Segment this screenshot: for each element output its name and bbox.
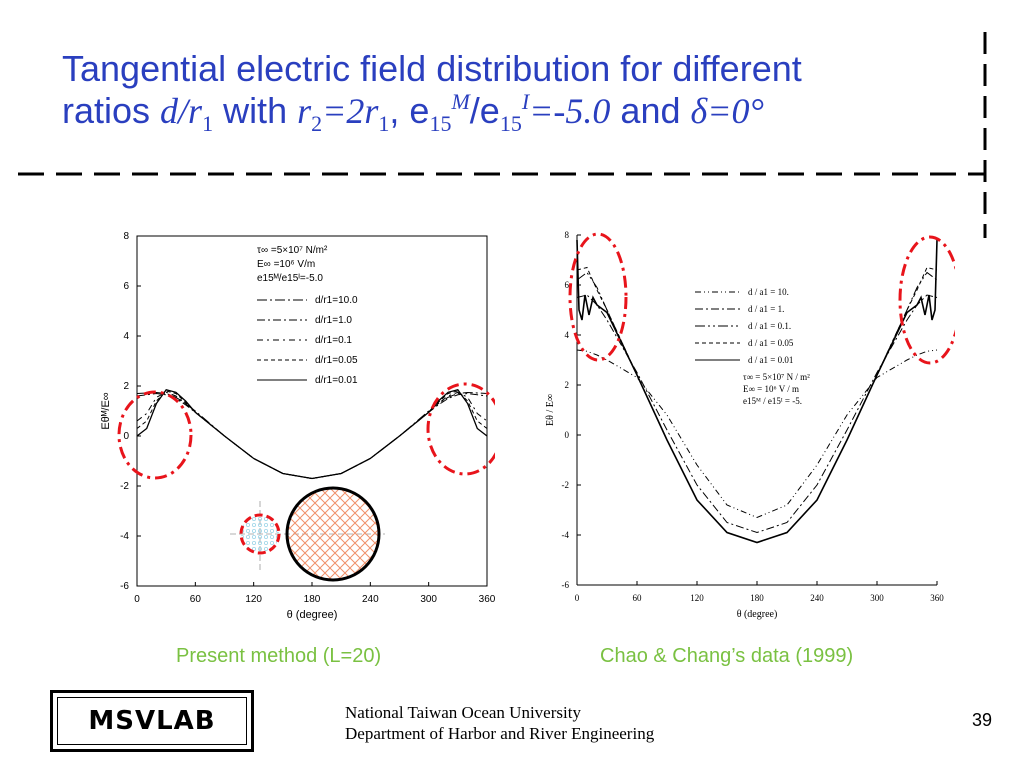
title-sub1: 1: [202, 111, 214, 136]
inclusion-large-circle: [285, 486, 381, 582]
x-tick-label: 240: [362, 594, 379, 605]
msvlab-logo: MSVLAB: [50, 690, 254, 752]
annotation: e15ᴹ/e15ᴵ=-5.0: [257, 273, 323, 284]
slide-title: Tangential electric field distribution f…: [62, 48, 962, 135]
title-r: /r: [178, 91, 203, 131]
y-tick-label: 6: [565, 280, 570, 290]
caption-right: Chao & Chang’s data (1999): [600, 645, 854, 667]
y-tick-label: 2: [565, 380, 570, 390]
title-ratios: ratios: [62, 90, 161, 131]
title-d: d: [160, 91, 179, 131]
chao-chang-chart: 0 60 120 180 240 300 360 8 6 4 2 0 -2 -4 -6 θ (degree) E…: [545, 230, 955, 620]
footer-line-2: Department of Harbor and River Engineeri…: [345, 724, 655, 743]
title-sub15b: 15: [499, 111, 522, 136]
legend-label: d/r1=0.1: [315, 335, 352, 346]
caption-left: Present method (L=20): [176, 645, 382, 667]
logo-text: MSVLAB: [57, 697, 247, 745]
x-tick-label: 360: [930, 593, 944, 603]
y-tick-label: -2: [120, 481, 129, 492]
series-line: [136, 390, 488, 480]
title-theta: δ: [690, 91, 708, 131]
title-line-2: ratios d/r1 with r2=2r1, e15M/e15I=-5.0 …: [62, 89, 962, 135]
highlight-ellipse: [117, 390, 193, 480]
highlight-ellipse: [568, 232, 628, 362]
x-tick-label: 0: [134, 594, 140, 605]
title-sub2: 2: [311, 111, 323, 136]
y-tick-label: 8: [123, 231, 129, 242]
legend-label: d/r1=0.05: [315, 355, 358, 366]
y-tick-label: 0: [565, 430, 570, 440]
annotation: τ∞ = 5×10⁷ N / m²: [743, 372, 810, 382]
annotation: e15ᴹ / e15ᴵ = -5.: [743, 396, 802, 406]
annotation: τ∞ =5×10⁷ N/m²: [257, 245, 328, 256]
inclusion-small-circle: [239, 513, 281, 555]
y-tick-label: 4: [123, 331, 129, 342]
x-tick-label: 360: [479, 594, 495, 605]
x-tick-label: 300: [870, 593, 884, 603]
x-tick-label: 0: [575, 593, 580, 603]
title-supM: M: [451, 89, 470, 114]
series-line: [576, 239, 938, 544]
highlight-ellipse: [898, 235, 955, 365]
y-tick-label: -4: [120, 531, 129, 542]
x-axis-label: θ (degree): [287, 609, 338, 621]
x-tick-label: 180: [750, 593, 764, 603]
title-zero: =0°: [707, 91, 764, 131]
x-tick-label: 180: [304, 594, 321, 605]
y-tick-label: 4: [565, 330, 570, 340]
legend-label: d / a1 = 0.05: [748, 338, 794, 348]
title-sub3: 1: [378, 111, 390, 136]
y-tick-label: -2: [562, 480, 570, 490]
y-tick-label: -6: [120, 581, 129, 592]
x-tick-label: 60: [190, 594, 202, 605]
y-axis-label: Eθᴹ/E∞: [100, 392, 112, 429]
x-tick-label: 120: [690, 593, 704, 603]
y-tick-label: 0: [123, 431, 129, 442]
present-method-chart: 0 60 120 180 240 300 360 8 6 4 2 0 -2 -4 -6 θ (degree) E…: [100, 231, 495, 621]
annotation: E∞ = 10⁶ V / m: [743, 384, 799, 394]
highlight-ellipse: [426, 382, 495, 476]
title-supI: I: [521, 89, 530, 114]
y-tick-label: -4: [562, 530, 570, 540]
legend-label: d/r1=10.0: [315, 295, 358, 306]
y-tick-label: 6: [123, 281, 129, 292]
title-with: with: [213, 90, 298, 131]
x-tick-label: 120: [245, 594, 262, 605]
y-tick-label: -6: [562, 580, 570, 590]
x-tick-label: 300: [420, 594, 437, 605]
title-sub15a: 15: [429, 111, 452, 136]
x-tick-label: 240: [810, 593, 824, 603]
y-tick-label: 8: [565, 230, 570, 240]
footer-institution: National Taiwan Ocean University Departm…: [345, 702, 654, 744]
x-tick-label: 60: [633, 593, 643, 603]
series-line: [136, 389, 488, 480]
legend-label: d / a1 = 1.: [748, 304, 784, 314]
title-and: and: [610, 90, 691, 131]
footer-line-1: National Taiwan Ocean University: [345, 703, 581, 722]
title-r2: r: [297, 91, 312, 131]
title-line-1: Tangential electric field distribution f…: [62, 48, 802, 89]
legend-label: d / a1 = 0.1.: [748, 321, 791, 331]
title-ratio-val: =-5.0: [529, 91, 611, 131]
series-line: [576, 294, 938, 534]
series-line: [576, 349, 938, 519]
page-number: 39: [972, 710, 993, 730]
x-axis-label: θ (degree): [737, 609, 778, 620]
annotation: E∞ =10⁶ V/m: [257, 259, 315, 270]
legend-label: d/r1=0.01: [315, 375, 358, 386]
legend-label: d/r1=1.0: [315, 315, 352, 326]
y-axis-label: Eθ / E∞: [545, 394, 556, 426]
legend-label: d / a1 = 0.01: [748, 355, 793, 365]
y-tick-label: 2: [123, 381, 129, 392]
title-eq2r: =2r: [322, 91, 379, 131]
title-slash-e: /e: [469, 90, 500, 131]
title-e: , e: [389, 90, 430, 131]
legend-label: d / a1 = 10.: [748, 287, 789, 297]
